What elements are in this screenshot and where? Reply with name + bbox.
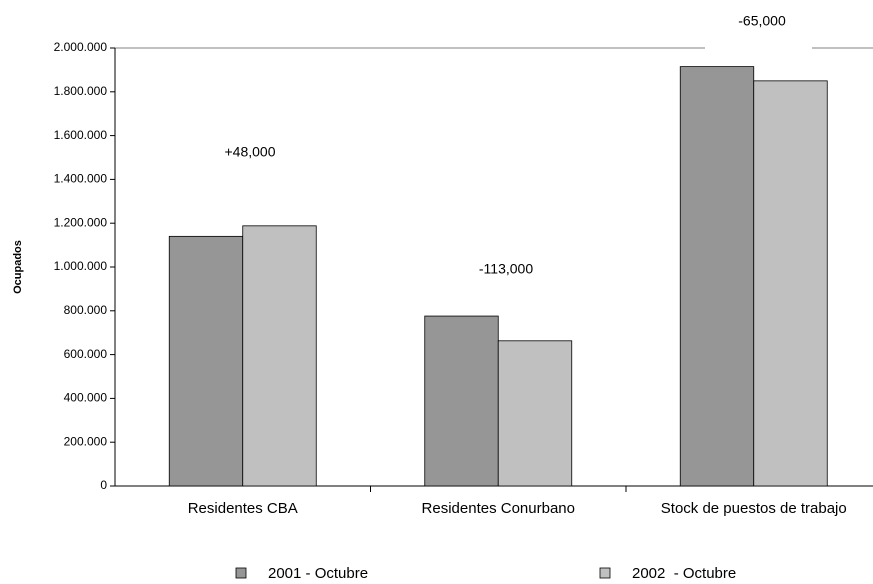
- annotation: -113,000: [479, 261, 533, 277]
- annotation: -65,000: [738, 13, 786, 29]
- y-axis-title: Ocupados: [12, 240, 24, 294]
- y-tick-label: 0: [100, 478, 107, 492]
- legend-swatch: [599, 567, 611, 579]
- y-tick-label: 1.800.000: [54, 84, 108, 98]
- bar: [679, 66, 755, 487]
- legend-label: 2001 - Octubre: [268, 565, 368, 582]
- bar: [168, 235, 244, 487]
- y-tick-label: 800.000: [64, 303, 108, 317]
- annotation: +48,000: [225, 144, 276, 160]
- legend-swatch: [235, 567, 247, 579]
- x-tick-label: Residentes Conurbano: [421, 500, 575, 517]
- x-tick-label: Residentes CBA: [187, 500, 298, 517]
- bar: [497, 340, 573, 487]
- y-tick-label: 600.000: [64, 347, 108, 361]
- y-tick-label: 200.000: [64, 434, 108, 448]
- x-tick-label-box: Stock de puestos de trabajo: [660, 500, 847, 517]
- y-tick-label: 1.400.000: [54, 172, 108, 186]
- y-tick-label: 400.000: [64, 391, 108, 405]
- y-tick-label: 2.000.000: [54, 40, 108, 54]
- y-tick-label: 1.200.000: [54, 215, 108, 229]
- x-tick-label-box: Residentes CBA: [187, 500, 298, 517]
- y-tick-label: 1.000.000: [54, 259, 108, 273]
- bar: [242, 225, 317, 487]
- x-tick-label-box: Residentes Conurbano: [421, 500, 575, 517]
- bar: [424, 315, 499, 487]
- y-tick-label: 1.600.000: [54, 128, 108, 142]
- bar: [753, 80, 828, 487]
- legend-label: 2002 - Octubre: [632, 565, 736, 582]
- x-tick-label: Stock de puestos de trabajo: [660, 500, 847, 517]
